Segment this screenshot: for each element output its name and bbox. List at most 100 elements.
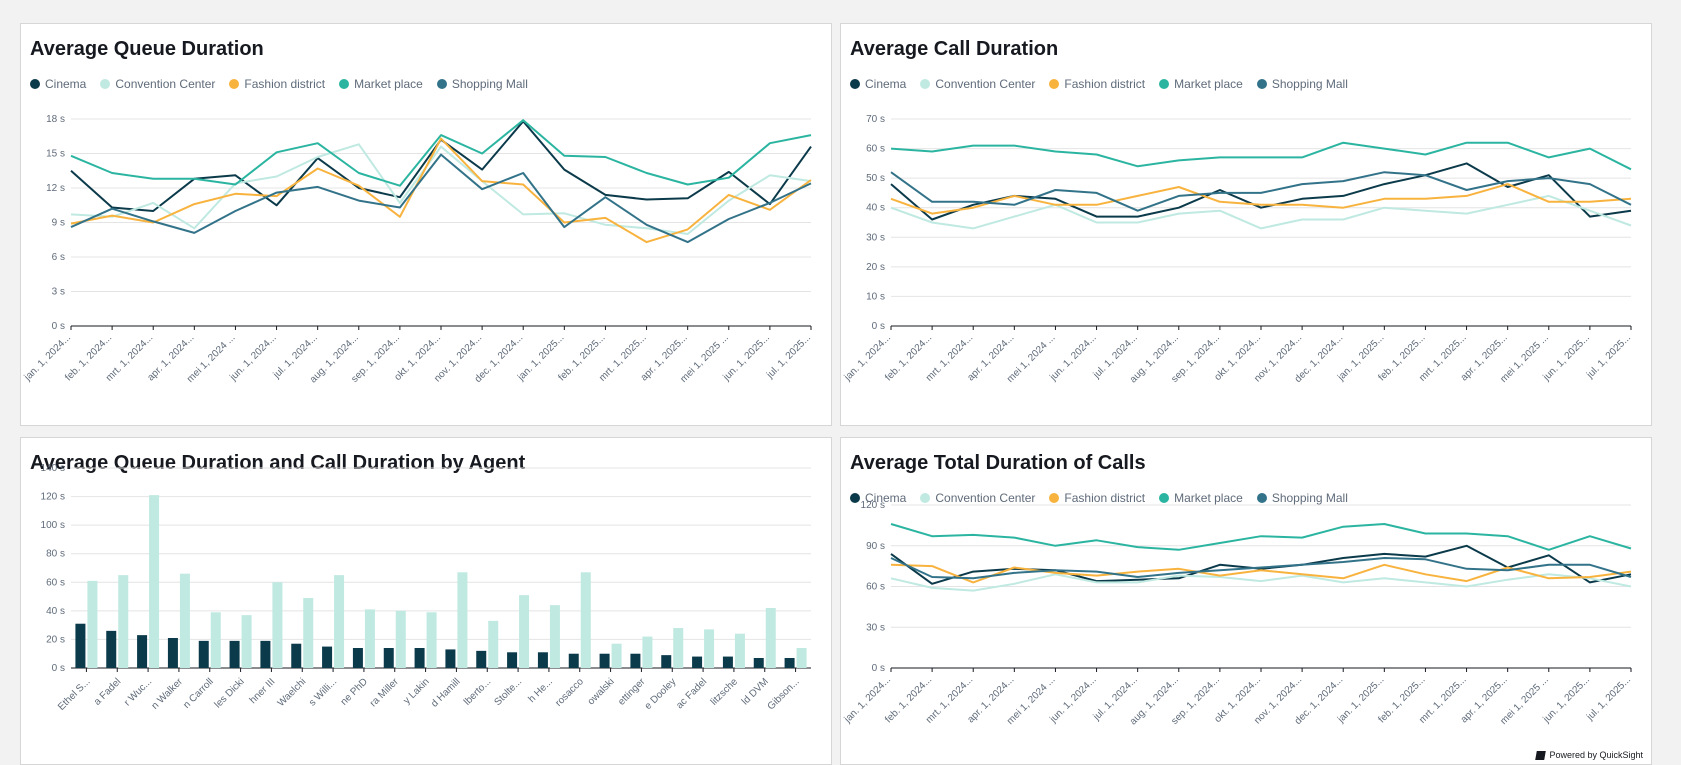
bar-call[interactable] (395, 610, 406, 668)
legend-item[interactable]: Convention Center (920, 77, 1035, 91)
bar-call[interactable] (87, 580, 98, 668)
legend-item[interactable]: Cinema (30, 77, 86, 91)
bar-queue[interactable] (722, 656, 733, 668)
bar-queue[interactable] (198, 640, 209, 668)
y-tick-label: 20 s (46, 634, 65, 645)
bar-call[interactable] (303, 598, 314, 668)
bar-call[interactable] (734, 633, 745, 668)
bar-call[interactable] (179, 573, 190, 668)
bar-call[interactable] (704, 629, 715, 668)
legend-item[interactable]: Shopping Mall (1256, 77, 1348, 91)
y-tick-label: 15 s (46, 149, 65, 160)
y-tick-label: 60 s (866, 144, 885, 155)
bar-call[interactable] (426, 612, 437, 668)
y-tick-label: 40 s (46, 606, 65, 617)
x-tick-label: Stolte... (492, 676, 524, 708)
bar-call[interactable] (364, 609, 375, 668)
bar-queue[interactable] (291, 643, 302, 668)
y-tick-label: 120 s (861, 500, 885, 511)
bar-call[interactable] (334, 575, 345, 668)
panel-call-duration: Average Call Duration Cinema Convention C… (840, 23, 1652, 426)
x-tick-label: litzsche (709, 676, 741, 708)
bar-call[interactable] (210, 612, 221, 668)
bar-queue[interactable] (445, 649, 456, 668)
x-tick-label: y Lakin (402, 676, 432, 706)
bar-queue[interactable] (568, 653, 579, 668)
bar-queue[interactable] (753, 658, 764, 668)
legend-item[interactable]: Shopping Mall (1256, 491, 1348, 505)
y-tick-label: 80 s (46, 549, 65, 560)
bar-call[interactable] (272, 582, 283, 668)
bar-queue[interactable] (476, 650, 487, 668)
bar-queue[interactable] (322, 646, 333, 668)
bar-call[interactable] (457, 572, 468, 668)
bar-call[interactable] (118, 575, 129, 668)
series-line-fashion-district[interactable] (890, 563, 1632, 584)
bar-queue[interactable] (260, 640, 271, 668)
bar-queue[interactable] (630, 653, 641, 668)
bar-call[interactable] (642, 636, 653, 668)
legend-label: Market place (1174, 77, 1243, 91)
bar-call[interactable] (765, 608, 776, 668)
bar-call[interactable] (488, 620, 499, 668)
series-line-convention-center[interactable] (890, 194, 1632, 230)
bar-queue[interactable] (692, 656, 703, 668)
legend-item[interactable]: Convention Center (100, 77, 215, 91)
legend-item[interactable]: Fashion district (1049, 491, 1145, 505)
series-line-market-place[interactable] (890, 141, 1632, 171)
bar-queue[interactable] (352, 648, 363, 668)
legend: Cinema Convention Center Fashion district M… (850, 491, 1348, 505)
legend-item[interactable]: Fashion district (229, 77, 325, 91)
legend-item[interactable]: Market place (1159, 491, 1243, 505)
bar-queue[interactable] (75, 623, 86, 668)
legend-item[interactable]: Market place (339, 77, 423, 91)
series-line-convention-center[interactable] (70, 143, 812, 235)
bar-queue[interactable] (784, 658, 795, 668)
legend-label: Shopping Mall (1271, 77, 1348, 91)
bar-call[interactable] (611, 643, 622, 668)
legend-item[interactable]: Convention Center (920, 491, 1035, 505)
x-tick-label: h He... (526, 676, 555, 705)
bar-call[interactable] (796, 648, 807, 668)
bar-call[interactable] (519, 595, 530, 668)
bar-call[interactable] (149, 495, 160, 668)
bar-queue[interactable] (537, 652, 548, 668)
bar-call[interactable] (673, 628, 684, 668)
bar-queue[interactable] (599, 653, 610, 668)
x-tick-label: a Fadel (92, 676, 123, 707)
x-tick-label: d Hamill (429, 676, 462, 709)
x-tick-label: Ethel S... (56, 676, 92, 712)
legend-item[interactable]: Fashion district (1049, 77, 1145, 91)
series-line-shopping-mall[interactable] (890, 557, 1632, 580)
bar-queue[interactable] (167, 638, 178, 668)
series-line-convention-center[interactable] (890, 573, 1632, 592)
bar-queue[interactable] (229, 640, 240, 668)
series-line-fashion-district[interactable] (70, 137, 812, 244)
series-line-shopping-mall[interactable] (70, 153, 812, 244)
series-line-market-place[interactable] (70, 119, 812, 187)
bar-queue[interactable] (414, 648, 425, 668)
bar-call[interactable] (580, 572, 591, 668)
legend-item[interactable]: Cinema (850, 77, 906, 91)
bar-call[interactable] (549, 605, 560, 668)
legend-label: Cinema (865, 491, 907, 505)
series-line-market-place[interactable] (890, 523, 1632, 551)
bar-queue[interactable] (106, 630, 117, 668)
bar-chart-agent: 0 s 20 s 40 s 60 s 80 s 100 s 120 s 140 s Ethel … (41, 463, 811, 713)
legend-item[interactable]: Shopping Mall (436, 77, 528, 91)
bar-queue[interactable] (507, 652, 518, 668)
bar-call[interactable] (241, 615, 252, 668)
series-line-shopping-mall[interactable] (890, 171, 1632, 212)
bar-queue[interactable] (661, 655, 672, 668)
bar-queue[interactable] (137, 635, 148, 668)
series-line-fashion-district[interactable] (890, 183, 1632, 215)
bar-queue[interactable] (383, 648, 394, 668)
y-tick-label: 50 s (866, 173, 885, 184)
legend-item[interactable]: Market place (1159, 77, 1243, 91)
legend-item[interactable]: Cinema (850, 491, 906, 505)
series-line-cinema[interactable] (890, 162, 1632, 221)
x-tick-label: n Carroll (181, 676, 216, 711)
x-tick-label: e Dooley (643, 676, 679, 712)
powered-by-badge[interactable]: Powered by QuickSight (1532, 748, 1647, 762)
